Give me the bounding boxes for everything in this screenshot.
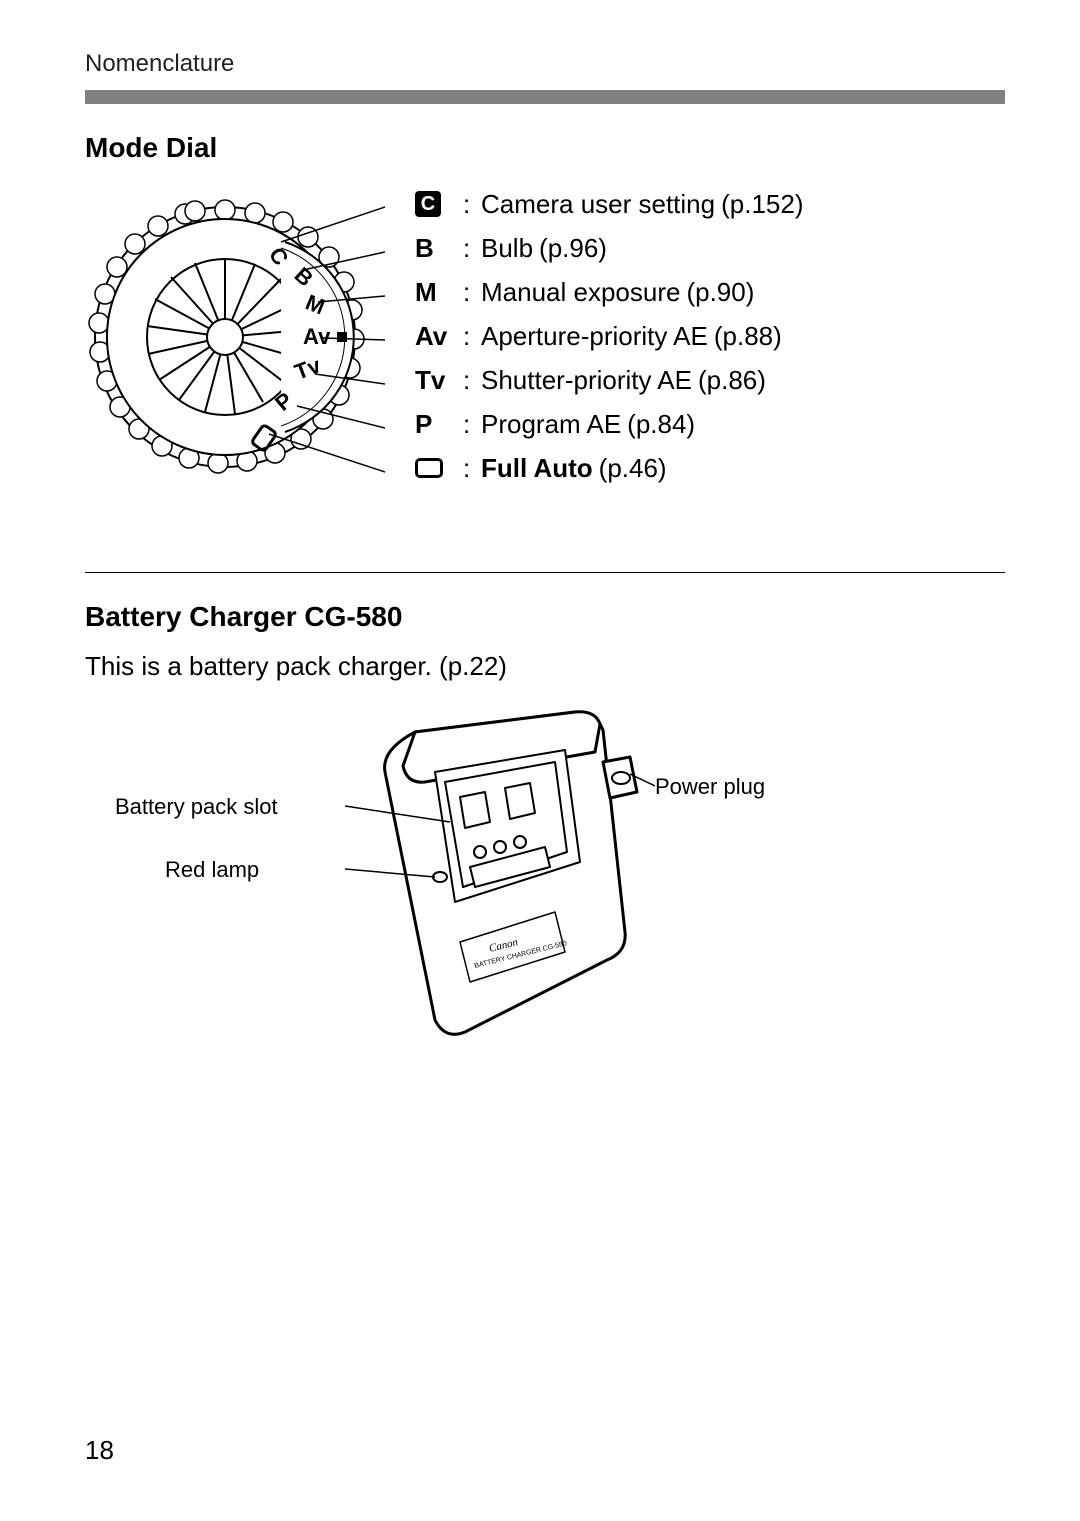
mode-row-fullauto: : Full Auto (p.46): [415, 446, 1005, 490]
mode-row-p: P : Program AE (p.84): [415, 402, 1005, 446]
mode-row-c: C : Camera user setting (p.152): [415, 182, 1005, 226]
mode-label: Aperture-priority AE: [481, 321, 708, 352]
mode-dial-section: C B M Av Tv P C: [85, 182, 1005, 492]
label-battery-slot: Battery pack slot: [115, 794, 278, 820]
mode-label: Bulb: [481, 233, 533, 264]
mode-label: Shutter-priority AE: [481, 365, 692, 396]
mode-label: Manual exposure: [481, 277, 680, 308]
mode-symbol: P: [415, 409, 463, 440]
charger-diagram-area: Battery pack slot Red lamp Power plug: [85, 702, 1005, 1122]
mode-ref: (p.84): [627, 409, 695, 440]
section-divider: [85, 572, 1005, 573]
mode-dial-title: Mode Dial: [85, 132, 1005, 164]
mode-ref: (p.152): [721, 189, 803, 220]
mode-symbol-rect-icon: [415, 458, 463, 478]
mode-ref: (p.46): [599, 453, 667, 484]
label-power-plug: Power plug: [655, 774, 765, 800]
mode-symbol: M: [415, 277, 463, 308]
label-red-lamp: Red lamp: [165, 857, 259, 883]
mode-symbol: B: [415, 233, 463, 264]
mode-row-b: B : Bulb (p.96): [415, 226, 1005, 270]
mode-ref: (p.90): [686, 277, 754, 308]
mode-list: C : Camera user setting (p.152) B : Bulb…: [415, 182, 1005, 492]
mode-label: Camera user setting: [481, 189, 715, 220]
dial-label-av: Av: [303, 324, 331, 349]
charger-desc: This is a battery pack charger. (p.22): [85, 651, 1005, 682]
header-divider-bar: [85, 90, 1005, 104]
mode-symbol-c-icon: C: [415, 191, 463, 217]
mode-label: Program AE: [481, 409, 621, 440]
mode-row-m: M : Manual exposure (p.90): [415, 270, 1005, 314]
mode-ref: (p.88): [714, 321, 782, 352]
charger-title: Battery Charger CG-580: [85, 601, 1005, 633]
mode-dial-diagram: C B M Av Tv P: [85, 182, 385, 492]
page-number: 18: [85, 1435, 114, 1466]
breadcrumb: Nomenclature: [85, 50, 1005, 78]
mode-row-tv: Tv : Shutter-priority AE (p.86): [415, 358, 1005, 402]
charger-diagram: Canon BATTERY CHARGER CG-580: [345, 702, 655, 1062]
manual-page: Nomenclature Mode Dial: [0, 0, 1080, 1521]
mode-label: Full Auto: [481, 453, 593, 484]
mode-ref: (p.86): [698, 365, 766, 396]
mode-symbol: Av: [415, 321, 463, 352]
mode-row-av: Av : Aperture-priority AE (p.88): [415, 314, 1005, 358]
mode-symbol: Tv: [415, 365, 463, 396]
mode-ref: (p.96): [539, 233, 607, 264]
